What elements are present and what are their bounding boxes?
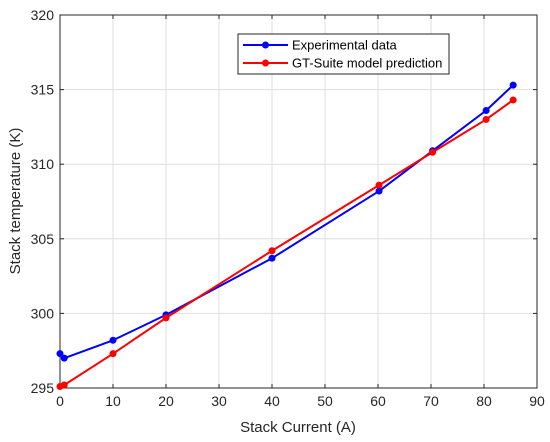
x-tick-label: 50: [317, 393, 333, 409]
legend-box: [237, 33, 450, 75]
data-point-experimental: [60, 354, 68, 362]
axis-ticks: 0 10 20 30 40 50 60 70 80 90 295 300 305 310 315 320: [31, 7, 545, 409]
x-tick-label: 40: [264, 393, 280, 409]
legend-label-model: GT-Suite model prediction: [292, 56, 442, 71]
data-point-experimental: [268, 254, 276, 262]
x-tick-label: 10: [105, 393, 121, 409]
data-point-experimental: [509, 81, 517, 89]
y-tick-label: 320: [31, 7, 55, 23]
data-point-experimental: [109, 336, 117, 344]
y-tick-label: 310: [31, 156, 55, 172]
data-point-model: [109, 350, 117, 358]
data-point-model: [482, 115, 490, 123]
y-tick-label: 300: [31, 305, 55, 321]
x-tick-label: 80: [476, 393, 492, 409]
data-point-model: [162, 314, 170, 322]
y-tick-label: 315: [31, 82, 55, 98]
grid: [60, 15, 537, 388]
data-point-model: [375, 181, 383, 189]
y-axis-label: Stack temperature (K): [7, 128, 24, 275]
data-point-model: [60, 381, 68, 389]
legend-marker-model: [262, 59, 269, 67]
x-tick-label: 20: [158, 393, 174, 409]
y-tick-label: 305: [31, 231, 55, 247]
data-point-experimental: [56, 350, 64, 358]
data-point-model: [429, 148, 437, 156]
plot-area-frame: [59, 14, 538, 389]
data-point-model: [509, 96, 517, 104]
legend-marker-experimental: [262, 41, 269, 49]
x-tick-label: 90: [529, 393, 545, 409]
legend: Experimental data GT-Suite model predict…: [237, 33, 450, 75]
x-axis-label: Stack Current (A): [240, 419, 356, 436]
x-tick-label: 70: [423, 393, 439, 409]
x-tick-label: 0: [56, 393, 64, 409]
y-tick-label: 295: [31, 380, 55, 396]
series-layer: [56, 81, 517, 391]
legend-label-experimental: Experimental data: [292, 38, 398, 53]
data-point-model: [268, 247, 276, 255]
x-tick-label: 30: [211, 393, 227, 409]
data-point-experimental: [375, 187, 383, 195]
data-point-experimental: [482, 106, 490, 114]
x-tick-label: 60: [370, 393, 386, 409]
